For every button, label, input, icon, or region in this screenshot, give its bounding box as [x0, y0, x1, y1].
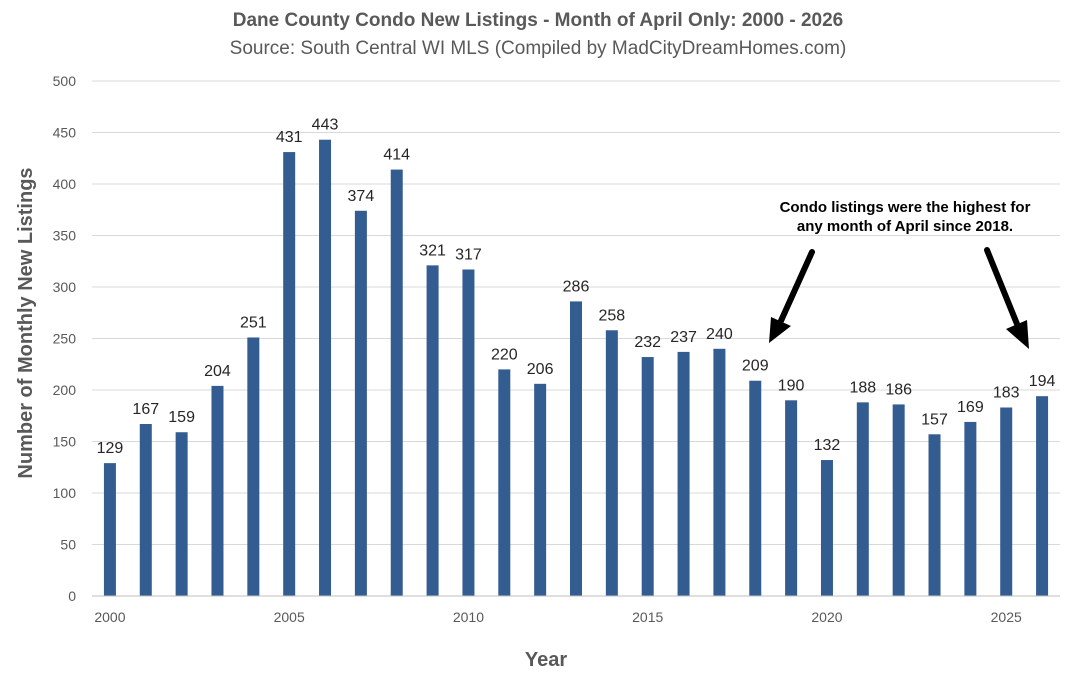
arrow-left — [769, 249, 815, 343]
data-label: 220 — [491, 346, 518, 363]
bar — [785, 400, 798, 596]
data-label: 414 — [383, 147, 410, 164]
bar — [713, 348, 726, 596]
data-label: 431 — [276, 129, 303, 146]
data-label: 157 — [921, 411, 948, 428]
y-tick-label: 100 — [53, 485, 77, 501]
bar — [426, 265, 439, 596]
bar — [856, 402, 869, 596]
data-label: 132 — [814, 437, 841, 454]
y-axis-title: Number of Monthly New Listings — [15, 167, 37, 478]
data-label: 286 — [563, 278, 590, 295]
annotation-line-2: any month of April since 2018. — [797, 218, 1013, 235]
bar — [605, 330, 618, 596]
arrow-right — [984, 247, 1029, 349]
x-tick-label: 2015 — [632, 609, 663, 625]
data-label: 190 — [778, 377, 805, 394]
data-label: 232 — [634, 334, 661, 351]
bar — [211, 385, 224, 596]
bar — [390, 169, 403, 596]
data-label: 204 — [204, 363, 231, 380]
bar — [319, 139, 332, 596]
bar — [570, 301, 582, 596]
bar — [892, 404, 905, 596]
y-tick-label: 500 — [53, 73, 77, 89]
bar — [462, 269, 475, 596]
y-tick-label: 250 — [53, 331, 77, 347]
y-tick-label: 0 — [68, 588, 76, 604]
bar — [677, 351, 690, 596]
data-label: 167 — [132, 401, 159, 418]
y-tick-label: 400 — [53, 176, 77, 192]
x-tick-label: 2005 — [274, 609, 305, 625]
data-label: 374 — [348, 188, 375, 205]
bar — [283, 152, 296, 596]
y-tick-label: 450 — [53, 125, 77, 141]
data-label: 183 — [993, 385, 1020, 402]
data-label: 188 — [849, 379, 876, 396]
data-labels: 129 167 159 204 251 431 443 374 414 321 317 220 206 2… — [97, 117, 1056, 457]
bars — [103, 139, 1049, 596]
data-label: 251 — [240, 314, 267, 331]
y-tick-label: 350 — [53, 228, 77, 244]
bar — [247, 337, 260, 596]
chart-subtitle: Source: South Central WI MLS (Compiled b… — [230, 38, 847, 59]
data-label: 237 — [670, 329, 697, 346]
data-label: 321 — [419, 242, 446, 259]
x-tick-label: 2000 — [94, 609, 125, 625]
data-label: 194 — [1029, 373, 1056, 390]
x-tick-label: 2020 — [811, 609, 842, 625]
y-axis-ticks: 0 50 100 150 200 250 300 350 400 450 500 — [53, 73, 77, 604]
x-tick-label: 2025 — [991, 609, 1022, 625]
data-label: 129 — [97, 440, 124, 457]
bar — [820, 460, 833, 596]
bar — [1000, 407, 1013, 596]
bar — [749, 380, 762, 596]
bar — [498, 369, 511, 596]
bar — [641, 357, 654, 596]
annotation-line-1: Condo listings were the highest for — [780, 199, 1031, 216]
data-label: 206 — [527, 361, 554, 378]
y-tick-label: 200 — [53, 382, 77, 398]
y-tick-label: 150 — [53, 434, 77, 450]
data-label: 159 — [168, 409, 195, 426]
y-tick-label: 300 — [53, 279, 77, 295]
data-label: 258 — [599, 307, 626, 324]
y-tick-label: 50 — [60, 537, 76, 553]
chart-title: Dane County Condo New Listings - Month o… — [233, 10, 844, 31]
x-axis-ticks: 2000 2005 2010 2015 2020 2025 — [94, 609, 1022, 625]
bar — [354, 210, 367, 596]
bar — [1036, 396, 1049, 596]
data-label: 186 — [885, 381, 912, 398]
data-label: 240 — [706, 326, 733, 343]
data-label: 443 — [312, 117, 339, 134]
x-axis-title: Year — [525, 649, 567, 671]
data-label: 317 — [455, 246, 482, 263]
x-tick-label: 2010 — [453, 609, 484, 625]
data-label: 209 — [742, 358, 769, 375]
data-label: 169 — [957, 399, 984, 416]
bar — [175, 432, 188, 596]
bar — [534, 383, 547, 596]
bar — [928, 434, 941, 596]
bar — [139, 423, 152, 596]
bar — [103, 463, 116, 596]
annotation: Condo listings were the highest for any … — [769, 199, 1031, 349]
bar — [964, 421, 977, 596]
